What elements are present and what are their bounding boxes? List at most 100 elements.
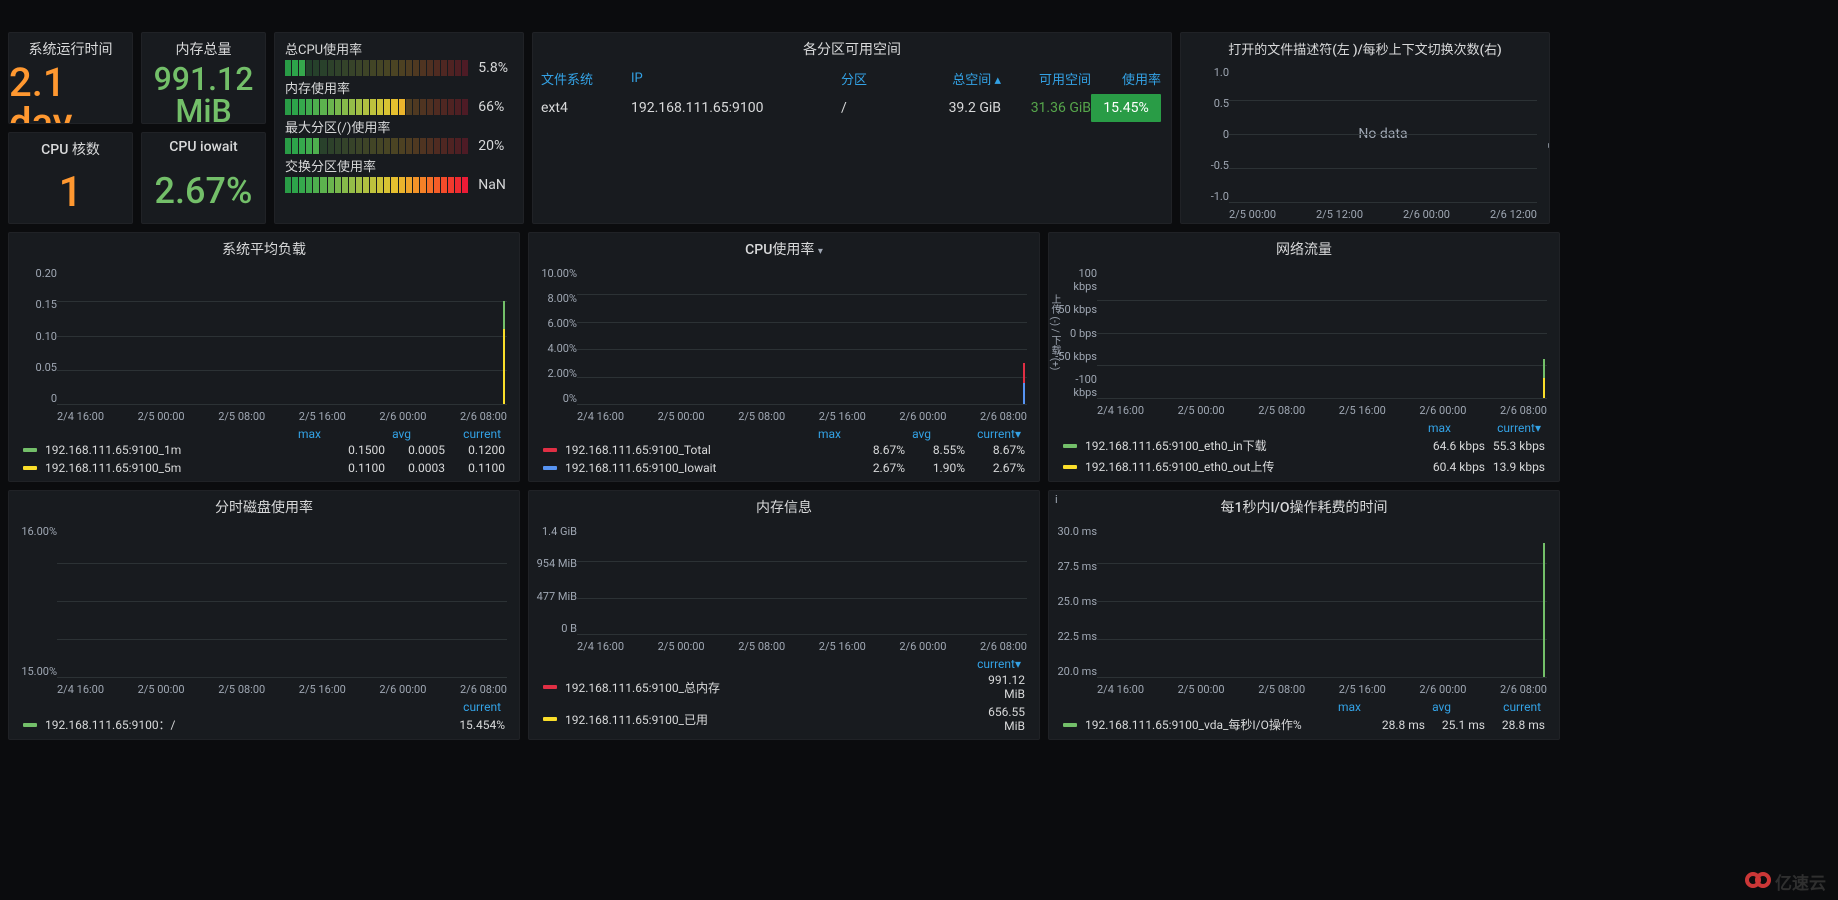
gauge-value: 66% xyxy=(478,99,513,115)
legend-col[interactable]: current xyxy=(441,700,501,714)
panel-title: 每1秒内I/O操作耗费的时间 xyxy=(1049,491,1559,521)
legend-col[interactable]: current▾ xyxy=(961,657,1021,671)
legend-label: 192.168.111.65:9100_Iowait xyxy=(565,461,845,475)
panel-title: 内存总量 xyxy=(142,33,265,63)
cell-fs: ext4 xyxy=(541,100,631,116)
legend-col[interactable]: avg xyxy=(871,427,931,441)
gauge-bar xyxy=(285,177,468,193)
stat-cores[interactable]: CPU 核数 1 xyxy=(8,132,133,224)
legend-label: 192.168.111.65:9100_eth0_out上传 xyxy=(1085,458,1425,475)
load-panel[interactable]: 系统平均负载0.200.150.100.0502/4 16:002/5 00:0… xyxy=(8,232,520,482)
legend-swatch xyxy=(543,448,557,452)
col-avail[interactable]: 可用空间 xyxy=(1001,69,1091,88)
gauge-bar xyxy=(285,99,468,115)
stat-iowait[interactable]: CPU iowait 2.67% xyxy=(141,132,266,224)
chart-area: 1.4 GiB954 MiB477 MiB0 B2/4 16:002/5 00:… xyxy=(529,521,1039,655)
cell-usage: 15.45% xyxy=(1091,94,1161,122)
legend-value: 13.9 kbps xyxy=(1485,460,1545,474)
legend-label: 192.168.111.65:9100_Total xyxy=(565,443,845,457)
panel-title: CPU使用率 ▾ xyxy=(529,233,1039,263)
legend-col[interactable]: max xyxy=(1391,421,1451,435)
panel-title: 打开的文件描述符(左 )/每秒上下文切换次数(右) xyxy=(1181,33,1549,62)
chart-area: 1.00.50-0.5-1.0 No data 2/5 00:002/5 12:… xyxy=(1181,62,1549,223)
cell-avail: 31.36 GiB xyxy=(1001,100,1091,116)
legend-col[interactable]: current▾ xyxy=(1481,421,1541,435)
gauge-row: 5.8% xyxy=(285,60,513,76)
legend-col[interactable]: max xyxy=(261,427,321,441)
legend-row[interactable]: 192.168.111.65:9100_eth0_out上传60.4 kbps1… xyxy=(1063,456,1545,477)
legend-swatch xyxy=(1063,465,1077,469)
disk-table-panel[interactable]: 各分区可用空间 文件系统 IP 分区 总空间 ▴ 可用空间 使用率 ext4 1… xyxy=(532,32,1172,224)
legend-row[interactable]: 192.168.111.65:9100_eth0_in下载64.6 kbps55… xyxy=(1063,435,1545,456)
legend-swatch xyxy=(543,717,557,721)
gauge-row: NaN xyxy=(285,177,513,193)
col-usage[interactable]: 使用率 xyxy=(1091,69,1161,88)
legend-col[interactable]: current xyxy=(1481,700,1541,714)
io-panel[interactable]: i每1秒内I/O操作耗费的时间30.0 ms27.5 ms25.0 ms22.5… xyxy=(1048,490,1560,740)
panel-title: 系统平均负载 xyxy=(9,233,519,263)
legend-col[interactable]: current▾ xyxy=(961,427,1021,441)
info-icon[interactable]: i xyxy=(1049,491,1064,508)
legend-swatch xyxy=(23,466,37,470)
stat-value: 2.67% xyxy=(142,159,265,223)
chart-area: 上传 (-) / 下载 (+)100 kbps50 kbps0 bps-50 k… xyxy=(1049,263,1559,419)
legend-row[interactable]: 192.168.111.65:9100_1m0.15000.00050.1200 xyxy=(23,441,505,459)
gauge-value: 20% xyxy=(478,138,513,154)
legend-col[interactable]: max xyxy=(781,427,841,441)
col-mount[interactable]: 分区 xyxy=(841,69,911,88)
legend-value: 0.1100 xyxy=(325,461,385,475)
legend-swatch xyxy=(23,723,37,727)
legend-value: 0.1100 xyxy=(445,461,505,475)
net-panel[interactable]: 网络流量上传 (-) / 下载 (+)100 kbps50 kbps0 bps-… xyxy=(1048,232,1560,482)
legend-row[interactable]: 192.168.111.65:9100_Total8.67%8.55%8.67% xyxy=(543,441,1025,459)
legend-row[interactable]: 192.168.111.65:9100_Iowait2.67%1.90%2.67… xyxy=(543,459,1025,477)
legend-value: 8.67% xyxy=(965,443,1025,457)
diskrate-panel[interactable]: 分时磁盘使用率16.00%15.00%2/4 16:002/5 00:002/5… xyxy=(8,490,520,740)
legend-col[interactable]: avg xyxy=(351,427,411,441)
legend-row[interactable]: 192.168.111.65:9100_5m0.11000.00030.1100 xyxy=(23,459,505,477)
stat-value: 991.12 MiB xyxy=(142,63,265,124)
gauge-label: 总CPU使用率 xyxy=(285,39,513,58)
gauge-label: 最大分区(/)使用率 xyxy=(285,117,513,136)
cell-ip: 192.168.111.65:9100 xyxy=(631,100,841,116)
stat-value: 1 xyxy=(9,163,132,223)
legend-value: 15.454% xyxy=(445,718,505,732)
legend-col[interactable]: current xyxy=(441,427,501,441)
chart-area: 0.200.150.100.0502/4 16:002/5 00:002/5 0… xyxy=(9,263,519,425)
fd-panel[interactable]: 打开的文件描述符(左 )/每秒上下文切换次数(右) 1.00.50-0.5-1.… xyxy=(1180,32,1550,224)
col-total[interactable]: 总空间 ▴ xyxy=(911,69,1001,88)
legend-label: 192.168.111.65:9100_5m xyxy=(45,461,325,475)
legend-value: 656.55 MiB xyxy=(965,705,1025,733)
gauge-row: 66% xyxy=(285,99,513,115)
legend-col[interactable]: max xyxy=(1301,700,1361,714)
legend-value: 2.67% xyxy=(845,461,905,475)
legend-row[interactable]: 192.168.111.65:9100_已用656.55 MiB xyxy=(543,703,1025,735)
mem-panel[interactable]: 内存信息1.4 GiB954 MiB477 MiB0 B2/4 16:002/5… xyxy=(528,490,1040,740)
cpu-panel[interactable]: CPU使用率 ▾10.00%8.00%6.00%4.00%2.00%0%2/4 … xyxy=(528,232,1040,482)
chart-area: 30.0 ms27.5 ms25.0 ms22.5 ms20.0 ms2/4 1… xyxy=(1049,521,1559,698)
gauges-panel[interactable]: 总CPU使用率5.8%内存使用率66%最大分区(/)使用率20%交换分区使用率N… xyxy=(274,32,524,224)
panel-title: 分时磁盘使用率 xyxy=(9,491,519,521)
legend-value: 64.6 kbps xyxy=(1425,439,1485,453)
legend-col[interactable]: avg xyxy=(1391,700,1451,714)
col-fs[interactable]: 文件系统 xyxy=(541,69,631,88)
legend-swatch xyxy=(23,448,37,452)
col-ip[interactable]: IP xyxy=(631,71,841,86)
legend-swatch xyxy=(543,685,557,689)
chart-area: 10.00%8.00%6.00%4.00%2.00%0%2/4 16:002/5… xyxy=(529,263,1039,425)
cell-mount: / xyxy=(841,100,911,116)
legend-value: 8.67% xyxy=(845,443,905,457)
table-header: 文件系统 IP 分区 总空间 ▴ 可用空间 使用率 xyxy=(541,63,1163,93)
stat-memtotal[interactable]: 内存总量 991.12 MiB xyxy=(141,32,266,124)
legend-label: 192.168.111.65:9100_1m xyxy=(45,443,325,457)
legend-row[interactable]: 192.168.111.65:9100：/15.454% xyxy=(23,714,505,735)
legend-row[interactable]: 192.168.111.65:9100_vda_每秒I/O操作%28.8 ms2… xyxy=(1063,714,1545,735)
legend-value: 55.3 kbps xyxy=(1485,439,1545,453)
legend-row[interactable]: 192.168.111.65:9100_总内存991.12 MiB xyxy=(543,671,1025,703)
stat-uptime[interactable]: 系统运行时间 2.1 day xyxy=(8,32,133,124)
table-row[interactable]: ext4 192.168.111.65:9100 / 39.2 GiB 31.3… xyxy=(541,93,1163,123)
legend: current▾192.168.111.65:9100_总内存991.12 Mi… xyxy=(529,655,1039,739)
legend: current192.168.111.65:9100：/15.454% xyxy=(9,698,519,739)
stat-value: 2.1 day xyxy=(9,63,132,124)
cell-total: 39.2 GiB xyxy=(911,100,1001,116)
